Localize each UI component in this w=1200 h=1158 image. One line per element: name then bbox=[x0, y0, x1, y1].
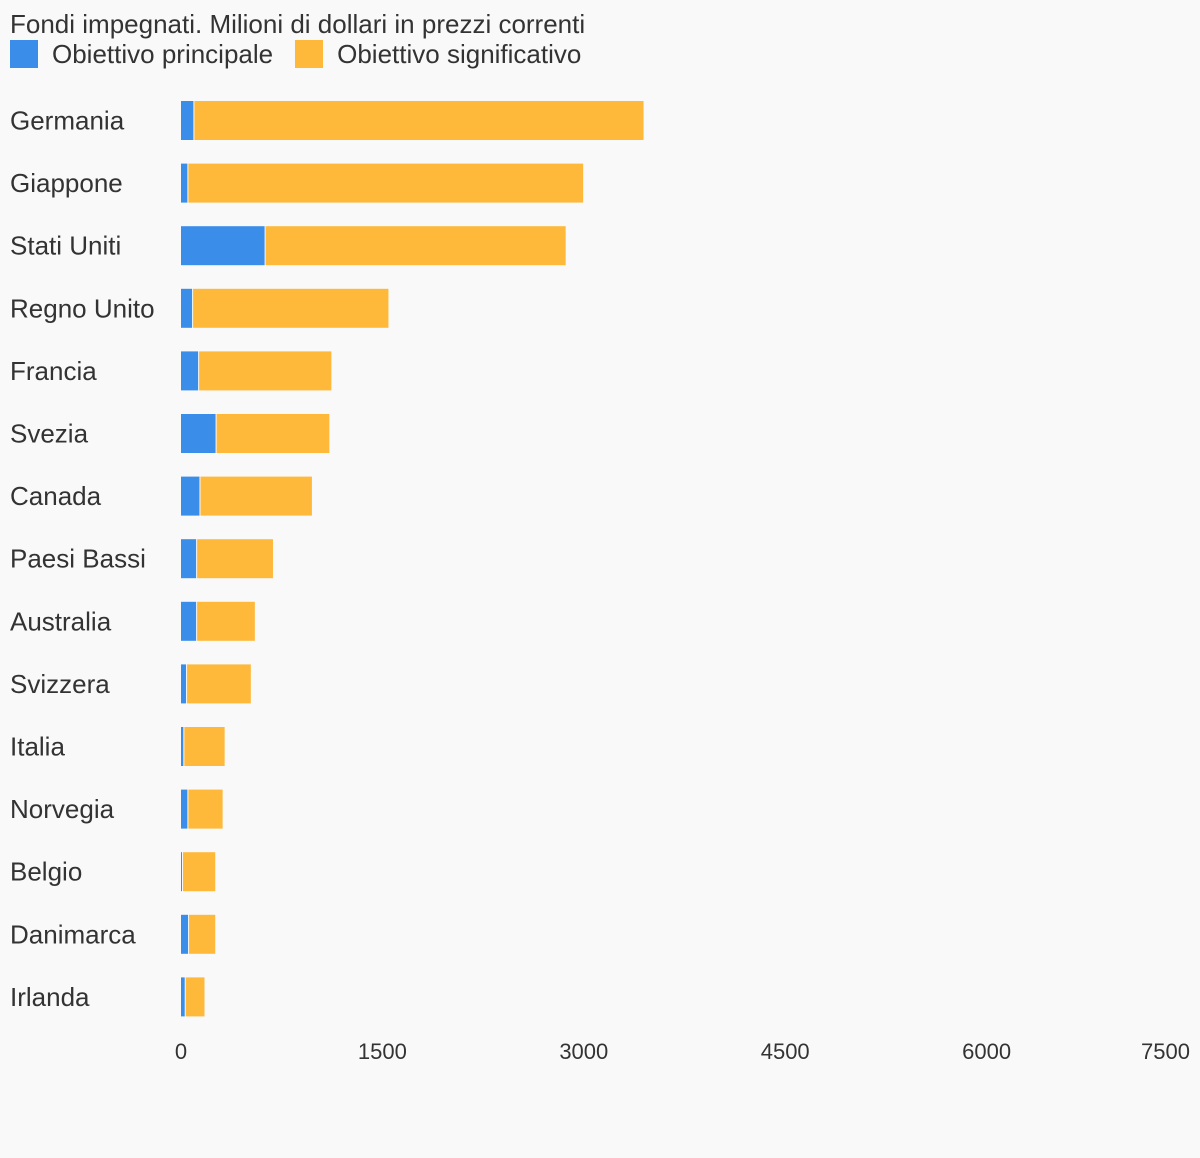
category-label: Belgio bbox=[10, 857, 82, 887]
bar-segment-principale[interactable] bbox=[181, 852, 183, 892]
bar-segment-significativo[interactable] bbox=[185, 977, 205, 1017]
x-tick-label: 0 bbox=[175, 1039, 187, 1064]
bar-segment-significativo[interactable] bbox=[197, 539, 273, 579]
bar-segment-significativo[interactable] bbox=[199, 351, 332, 391]
bar-segment-principale[interactable] bbox=[181, 664, 187, 704]
bar-segment-principale[interactable] bbox=[181, 601, 197, 641]
bar-segment-significativo[interactable] bbox=[188, 789, 223, 829]
category-label: Giappone bbox=[10, 168, 123, 198]
bar-segment-significativo[interactable] bbox=[197, 601, 255, 641]
bar-segment-significativo[interactable] bbox=[183, 852, 216, 892]
category-label: Danimarca bbox=[10, 919, 136, 949]
legend-item-significativo[interactable]: Obiettivo significativo bbox=[295, 38, 581, 70]
bar-segment-significativo[interactable] bbox=[189, 914, 216, 954]
legend-swatch-principale bbox=[10, 40, 38, 68]
bar-segment-principale[interactable] bbox=[181, 914, 189, 954]
category-label: Germania bbox=[10, 106, 125, 136]
category-label: Canada bbox=[10, 481, 102, 511]
legend-swatch-significativo bbox=[295, 40, 324, 68]
category-label: Stati Uniti bbox=[10, 231, 121, 261]
category-label: Francia bbox=[10, 356, 97, 386]
chart-subtitle: Fondi impegnati. Milioni di dollari in p… bbox=[10, 9, 586, 39]
bar-segment-principale[interactable] bbox=[181, 977, 185, 1017]
bar-segment-significativo[interactable] bbox=[184, 727, 225, 766]
legend-label-principale: Obiettivo principale bbox=[52, 39, 274, 69]
category-label: Svezia bbox=[10, 419, 89, 449]
bar-segment-principale[interactable] bbox=[181, 226, 265, 266]
bar-segment-principale[interactable] bbox=[181, 727, 184, 766]
x-tick-label: 7500 bbox=[1141, 1039, 1190, 1064]
bar-segment-significativo[interactable] bbox=[193, 288, 389, 328]
x-tick-label: 4500 bbox=[761, 1039, 810, 1064]
bar-segment-principale[interactable] bbox=[181, 414, 216, 453]
bar-segment-significativo[interactable] bbox=[200, 476, 312, 516]
bar-segment-principale[interactable] bbox=[181, 163, 188, 203]
chart-legend: Obiettivo principale Obiettivo significa… bbox=[10, 38, 603, 70]
x-tick-label: 3000 bbox=[559, 1039, 608, 1064]
x-tick-label: 1500 bbox=[358, 1039, 407, 1064]
bar-segment-principale[interactable] bbox=[181, 351, 199, 391]
bar-segment-principale[interactable] bbox=[181, 539, 197, 579]
category-label: Norvegia bbox=[10, 794, 115, 824]
category-label: Svizzera bbox=[10, 669, 110, 699]
x-tick-label: 6000 bbox=[962, 1039, 1011, 1064]
legend-item-principale[interactable]: Obiettivo principale bbox=[10, 38, 273, 70]
category-label: Regno Unito bbox=[10, 293, 155, 323]
bar-segment-significativo[interactable] bbox=[188, 163, 584, 203]
bar-segment-significativo[interactable] bbox=[265, 226, 566, 266]
category-label: Australia bbox=[10, 606, 112, 636]
bar-segment-significativo[interactable] bbox=[194, 101, 644, 140]
bar-segment-significativo[interactable] bbox=[216, 414, 330, 453]
bar-segment-principale[interactable] bbox=[181, 476, 200, 516]
category-label: Paesi Bassi bbox=[10, 544, 146, 574]
legend-label-significativo: Obiettivo significativo bbox=[337, 39, 582, 69]
bar-segment-principale[interactable] bbox=[181, 789, 188, 829]
category-label: Irlanda bbox=[10, 982, 90, 1012]
bar-segment-principale[interactable] bbox=[181, 288, 193, 328]
bar-segment-principale[interactable] bbox=[181, 101, 194, 140]
bar-segment-significativo[interactable] bbox=[187, 664, 251, 704]
category-label: Italia bbox=[10, 732, 65, 762]
